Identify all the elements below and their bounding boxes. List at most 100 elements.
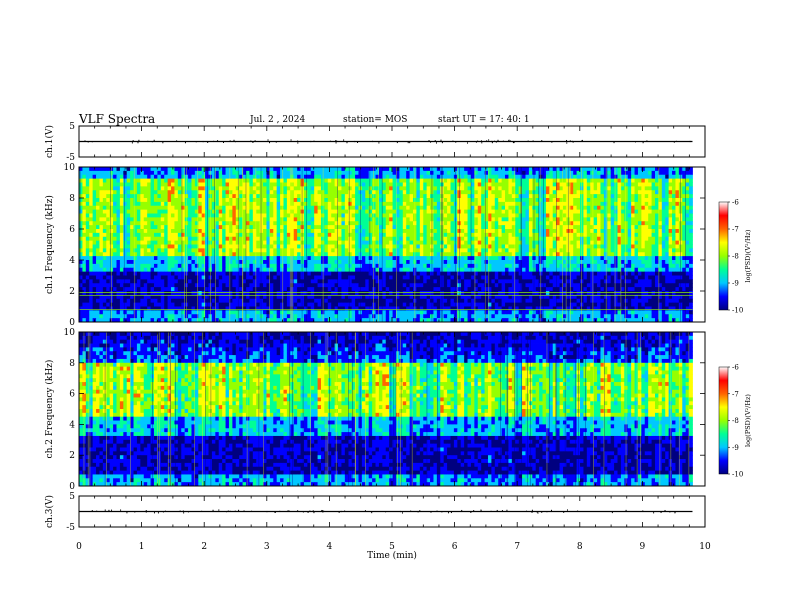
ch1-spectrogram-panel-cell — [559, 244, 564, 249]
ch1-spectrogram-panel-cell — [300, 174, 305, 180]
ch1-spectrogram-panel-cell — [368, 217, 373, 222]
ch1-spectrogram-panel-cell — [181, 170, 186, 176]
ch1-spectrogram-panel-cell — [252, 194, 257, 199]
ch1-spectrogram-panel-cell — [552, 205, 557, 211]
ch1-spectrogram-panel-cell — [317, 221, 322, 226]
ch1-spectrogram-panel-cell — [89, 182, 94, 187]
ch1-spectrogram-panel-cell — [637, 194, 642, 199]
ch1-spectrogram-panel-cell — [501, 252, 506, 257]
ch1-spectrogram-panel-cell — [263, 267, 267, 273]
ch1-spectrogram-panel-cell — [406, 209, 410, 214]
ch1-spectrogram-panel-cell — [293, 198, 298, 203]
ch1-spectrogram-panel-cell — [113, 240, 117, 245]
ch1-spectrogram-panel-cell — [501, 167, 506, 172]
ch1-spectrogram-panel-cell — [266, 267, 271, 273]
ch1-spectrogram-panel-cell — [341, 170, 346, 176]
ch1-spectrogram-panel-cell — [402, 267, 407, 273]
ch1-spectrogram-panel-cell — [239, 252, 243, 257]
ch1-spectrogram-panel-cell — [481, 267, 485, 273]
ch1-spectrogram-panel-cell — [474, 244, 479, 249]
ch1-spectrogram-panel-cell — [300, 248, 305, 253]
ch1-spectrogram-panel-cell — [447, 229, 451, 234]
ch1-spectrogram-panel-cell — [351, 190, 356, 195]
ch1-spectrogram-panel-cell — [450, 167, 455, 172]
ch1-spectrogram-panel-cell — [487, 225, 492, 230]
ch1-spectrogram-panel-cell — [631, 186, 635, 191]
ch1-spectrogram-panel-cell — [191, 263, 196, 269]
ch1-spectrogram-panel-cell — [246, 186, 250, 191]
ch1-spectrogram-panel-cell — [515, 194, 520, 199]
ch1-spectrogram-panel-cell — [487, 263, 492, 269]
ch1-spectrogram-panel-cell — [307, 263, 312, 269]
ch1-spectrogram-panel-cell — [150, 236, 155, 242]
ch1-spectrogram-panel-cell — [419, 248, 424, 253]
ch1-spectrogram-panel-cell — [331, 236, 336, 242]
ch1-spectrogram-panel-cell — [215, 225, 220, 230]
ch1-spectrogram-panel-cell — [361, 248, 366, 253]
ch1-spectrogram-panel-cell — [460, 229, 465, 234]
ch1-spectrogram-panel-cell — [651, 240, 656, 245]
ch1-spectrogram-panel-cell — [395, 178, 400, 183]
ch1-spectrogram-panel-cell — [685, 260, 690, 265]
ch1-spectrogram-panel-cell — [682, 236, 687, 242]
ch1-spectrogram-panel-cell — [672, 225, 676, 230]
ch1-spectrogram-panel-cell — [341, 217, 346, 222]
ch1-spectrogram-panel-cell — [157, 198, 162, 203]
ch1-spectrogram-panel-cell — [228, 256, 233, 261]
ch1-spectrogram-panel-cell — [235, 190, 240, 195]
ch1-spectrogram-panel-cell — [375, 263, 380, 269]
ch1-spectrogram-panel-cell — [515, 248, 520, 253]
ch1-spectrogram-panel-cell — [406, 217, 410, 222]
ch1-spectrogram-panel-cell — [392, 232, 397, 238]
ch1-spectrogram-panel-cell — [409, 209, 414, 214]
ch1-spectrogram-panel-cell — [590, 201, 595, 207]
ch1-spectrogram-panel-cell — [573, 260, 577, 265]
ch1-spectrogram-panel-cell — [624, 263, 629, 269]
ch1-spectrogram-panel-cell — [654, 213, 659, 218]
ch1-spectrogram-panel-cell — [280, 186, 284, 191]
ch1-spectrogram-panel-cell — [637, 201, 642, 207]
ch1-spectrogram-panel-cell — [157, 209, 162, 214]
ch1-spectrogram-panel-cell — [426, 221, 431, 226]
ch1-spectrogram-panel-cell — [556, 182, 560, 187]
ch1-spectrogram-panel-cell — [198, 190, 203, 195]
ch1-spectrogram-panel-cell — [481, 232, 485, 238]
ch1-spectrogram-panel-cell — [133, 260, 138, 265]
ch1-spectrogram-panel-cell — [426, 178, 431, 183]
ch1-spectrogram-panel-cell — [627, 201, 632, 207]
ch1-spectrogram-panel-cell — [607, 263, 612, 269]
ch1-spectrogram-panel-cell — [389, 248, 393, 253]
ch1-spectrogram-panel-cell — [525, 182, 530, 187]
ch1-spectrogram-panel-cell — [303, 263, 308, 269]
ch1-spectrogram-panel-cell — [562, 236, 567, 242]
ch1-spectrogram-panel-cell — [116, 217, 121, 222]
ch1-spectrogram-panel-cell — [338, 229, 342, 234]
ch1-spectrogram-panel-cell — [535, 182, 540, 187]
ch1-spectrogram-panel-cell — [266, 256, 271, 261]
ch1-spectrogram-panel-cell — [433, 221, 438, 226]
ch1-spectrogram-panel-cell — [225, 178, 230, 183]
ch1-spectrogram-panel-cell — [573, 213, 577, 218]
ch1-spectrogram-panel-cell — [641, 256, 646, 261]
ch1-spectrogram-panel-cell — [406, 236, 410, 242]
ch1-spectrogram-panel-cell — [119, 205, 124, 211]
ch1-spectrogram-panel-cell — [273, 205, 278, 211]
ch1-spectrogram-panel-cell — [130, 260, 134, 265]
ch1-spectrogram-panel-cell — [433, 205, 438, 211]
ch1-spectrogram-panel-cell — [222, 244, 226, 249]
ch1-spectrogram-panel-cell — [470, 213, 475, 218]
ch1-spectrogram-panel-cell — [198, 256, 203, 261]
ch1-spectrogram-panel-cell — [416, 190, 421, 195]
ch1-spectrogram-panel-cell — [372, 240, 376, 245]
ch1-spectrogram-panel-cell — [487, 186, 492, 191]
ch1-spectrogram-panel-cell — [317, 170, 322, 176]
ch1-spectrogram-panel-cell — [79, 240, 83, 245]
ch1-spectrogram-panel-cell — [518, 260, 523, 265]
ch1-spectrogram-panel-cell — [82, 178, 87, 183]
ch1-spectrogram-panel-cell — [672, 182, 676, 187]
ch1-voltage-panel-noise — [202, 140, 204, 143]
ch1-spectrogram-panel-cell — [419, 236, 424, 242]
ch1-spectrogram-panel-cell — [460, 205, 465, 211]
ch1-spectrogram-panel-cell — [99, 170, 104, 176]
ch1-spectrogram-panel-cell — [498, 263, 503, 269]
